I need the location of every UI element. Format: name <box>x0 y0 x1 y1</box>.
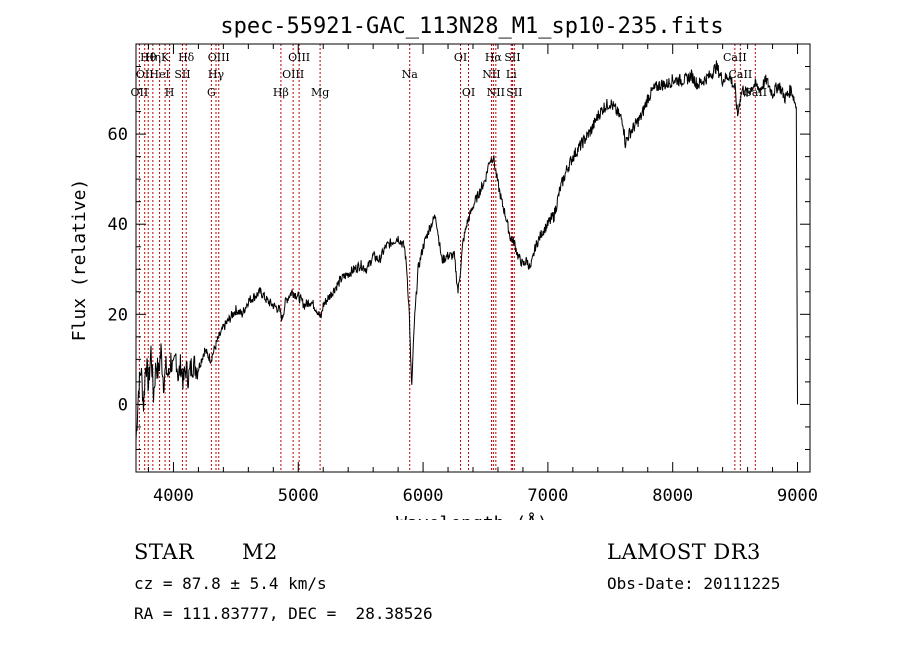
object-subclass: M2 <box>242 540 278 564</box>
y-axis-label: Flux (relative) <box>69 179 90 342</box>
spectral-line-label: Hβ <box>273 86 289 99</box>
redshift-cz: cz = 87.8 ± 5.4 km/s <box>134 574 327 593</box>
x-tick-label: 4000 <box>153 486 194 506</box>
spectral-line-label: SII <box>174 68 190 81</box>
spectral-line-label: OIII <box>288 51 310 64</box>
spectral-line-label: OIII <box>282 68 304 81</box>
spectral-lines <box>138 44 756 472</box>
y-tick-label: 60 <box>108 125 128 145</box>
spectral-line-label: SII <box>506 86 522 99</box>
spectral-line-label: G <box>207 86 216 99</box>
spectral-line-label: Na <box>402 68 419 81</box>
survey-name: LAMOST DR3 <box>607 540 761 564</box>
spectral-line-label: OII <box>136 68 154 81</box>
spectral-line-label: CaII <box>729 68 753 81</box>
spectral-line-label: Hγ <box>208 68 225 81</box>
spectral-line-label: H <box>165 86 175 99</box>
spectrum-chart: spec-55921-GAC_113N28_M1_sp10-235.fits O… <box>69 14 818 520</box>
spectral-line-label: Li <box>506 68 517 81</box>
spectral-line-label: OI <box>454 51 467 64</box>
spectral-line-label: Hδ <box>178 51 195 64</box>
spectral-line-label: K <box>161 51 170 64</box>
spectral-line-label: OII <box>131 86 149 99</box>
x-tick-label: 8000 <box>652 486 693 506</box>
spectral-line-label: SII <box>504 51 520 64</box>
spectral-line-label: CaII <box>723 51 747 64</box>
spectral-line-label: NII <box>487 86 505 99</box>
x-tick-label: 7000 <box>527 486 568 506</box>
obs-date: Obs-Date: 20111225 <box>607 574 781 593</box>
spectral-line-label: OIII <box>208 51 230 64</box>
x-tick-label: 5000 <box>278 486 319 506</box>
spectral-line-label: Hη <box>145 51 161 64</box>
spectral-line-label: Hα <box>485 51 503 64</box>
spectral-line-label: HeI <box>149 68 169 81</box>
spectral-line-label: Mg <box>311 86 329 99</box>
y-tick-label: 40 <box>108 215 128 235</box>
flux-series-line <box>135 60 798 441</box>
y-tick-label: 20 <box>108 305 128 325</box>
plot-frame <box>135 43 811 473</box>
x-tick-label: 9000 <box>777 486 818 506</box>
y-tick-label: 0 <box>118 395 128 415</box>
axis-ticks: 4000 5000 6000 7000 8000 9000 0 20 40 60 <box>108 43 818 506</box>
x-tick-label: 6000 <box>403 486 444 506</box>
chart-title: spec-55921-GAC_113N28_M1_sp10-235.fits <box>220 14 723 39</box>
spectral-line-label: NII <box>482 68 500 81</box>
coordinates: RA = 111.83777, DEC = 28.38526 <box>134 604 433 623</box>
spectral-line-label: OI <box>462 86 475 99</box>
x-axis-label: Wavelength (Å) <box>396 512 548 520</box>
spectral-line-label: Hθ <box>140 51 157 64</box>
object-class: STAR <box>134 540 195 564</box>
